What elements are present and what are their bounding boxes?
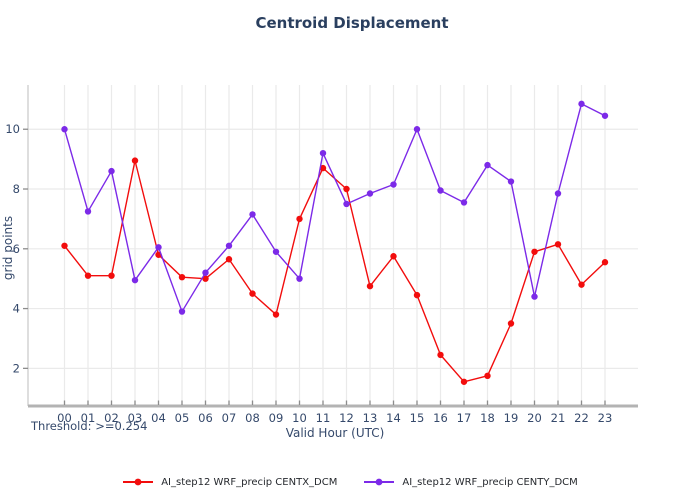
legend: AI_step12 WRF_precip CENTX_DCM AI_step12 … [0, 473, 700, 491]
data-point-marker [108, 272, 115, 279]
data-point-marker [272, 248, 280, 255]
x-tick-label: 04 [151, 411, 166, 425]
x-tick-label: 10 [292, 411, 307, 425]
chart-title: Centroid Displacement [255, 14, 448, 32]
data-point-marker [178, 308, 186, 315]
legend-swatch-icon [364, 478, 395, 486]
data-point-marker [460, 378, 468, 385]
data-point-marker [296, 275, 303, 282]
x-tick-label: 13 [363, 411, 378, 425]
data-point-marker [531, 293, 538, 300]
x-tick-label: 12 [339, 411, 354, 425]
data-point-marker [601, 112, 609, 119]
data-point-marker [61, 126, 68, 133]
data-point-marker [554, 241, 562, 248]
x-tick-label: 03 [128, 411, 143, 425]
data-point-marker [84, 208, 92, 215]
x-tick-label: 06 [198, 411, 213, 425]
threshold-note: Threshold: >=0.254 [30, 419, 147, 433]
data-point-marker [131, 157, 139, 164]
data-point-marker [202, 269, 209, 276]
data-point-marker [61, 242, 68, 249]
series-line [63, 159, 606, 383]
data-point-marker [437, 187, 444, 194]
x-tick-label: 01 [81, 411, 96, 425]
tick-marks [23, 128, 606, 405]
x-tick-label: 21 [551, 411, 566, 425]
x-tick-label: 15 [410, 411, 425, 425]
data-point-marker [249, 290, 256, 297]
x-tick-label: 07 [222, 411, 237, 425]
data-point-marker [249, 211, 256, 218]
data-point-marker [460, 199, 468, 206]
x-tick-label: 08 [245, 411, 260, 425]
x-tick-label: 17 [457, 411, 472, 425]
x-tick-label: 00 [57, 411, 72, 425]
y-tick-label: 6 [13, 242, 20, 256]
data-point-marker [131, 276, 139, 284]
data-point-marker [319, 149, 327, 157]
data-point-marker [296, 215, 303, 223]
data-point-marker [413, 291, 421, 299]
data-point-marker [272, 311, 280, 318]
data-point-marker [437, 351, 444, 359]
data-point-marker [578, 281, 585, 288]
legend-marker [375, 478, 383, 486]
data-point-marker [155, 244, 162, 251]
y-tick-label: 10 [5, 122, 20, 136]
data-point-marker [343, 200, 350, 208]
data-point-marker [531, 248, 538, 255]
data-point-marker [413, 126, 421, 133]
x-tick-label: 05 [175, 411, 190, 425]
data-point-marker [507, 178, 515, 185]
data-point-marker [366, 190, 374, 197]
legend-item: AI_step12 WRF_precip CENTX_DCM [122, 477, 337, 488]
y-tick-label: 8 [13, 182, 20, 196]
legend-label: AI_step12 WRF_precip CENTX_DCM [161, 476, 338, 488]
data-point-marker [225, 256, 233, 263]
data-point-marker [343, 185, 350, 193]
data-point-marker [484, 372, 491, 380]
x-tick-label: 02 [104, 411, 119, 425]
data-point-marker [484, 161, 491, 169]
data-point-marker [390, 181, 397, 188]
data-point-marker [178, 273, 186, 281]
x-tick-label: 11 [316, 411, 331, 425]
series-line [63, 103, 606, 313]
data-point-marker [366, 282, 374, 290]
axis-spines [27, 85, 638, 408]
data-point-marker [578, 100, 585, 108]
legend-item: AI_step12 WRF_precip CENTY_DCM [363, 476, 578, 488]
tick-labels: 00 01 02 03 04 05 06 07 08 09 10 11 12 13 14 15 16 17 18 19… [5, 122, 612, 425]
data-point-marker [319, 164, 327, 172]
gridlines [28, 85, 638, 406]
x-tick-label: 23 [598, 411, 613, 425]
data-point-marker [108, 167, 115, 175]
x-tick-label: 16 [433, 411, 448, 425]
legend-label: AI_step12 WRF_precip CENTY_DCM [402, 476, 578, 488]
y-tick-label: 4 [13, 302, 20, 316]
data-point-marker [554, 190, 562, 197]
data-point-marker [202, 275, 209, 282]
x-tick-label: 14 [386, 411, 401, 425]
x-tick-label: 09 [269, 411, 284, 425]
legend-swatch-icon [123, 478, 154, 486]
data-point-marker [390, 253, 397, 260]
y-tick-label: 2 [13, 361, 20, 375]
data-point-marker [84, 272, 92, 279]
y-axis-title: grid points [1, 216, 15, 280]
data-point-marker [225, 242, 233, 249]
line-chart: 00 01 02 03 04 05 06 07 08 09 10 11 12 13 14 15 16 17 18 19… [1, 14, 638, 440]
x-tick-label: 22 [574, 411, 589, 425]
x-tick-label: 19 [504, 411, 519, 425]
data-series [61, 100, 609, 385]
x-tick-label: 20 [527, 411, 542, 425]
legend-marker [134, 478, 142, 486]
x-tick-label: 18 [480, 411, 495, 425]
data-point-marker [601, 259, 609, 266]
x-axis-title: Valid Hour (UTC) [286, 426, 385, 440]
data-point-marker [507, 320, 515, 327]
